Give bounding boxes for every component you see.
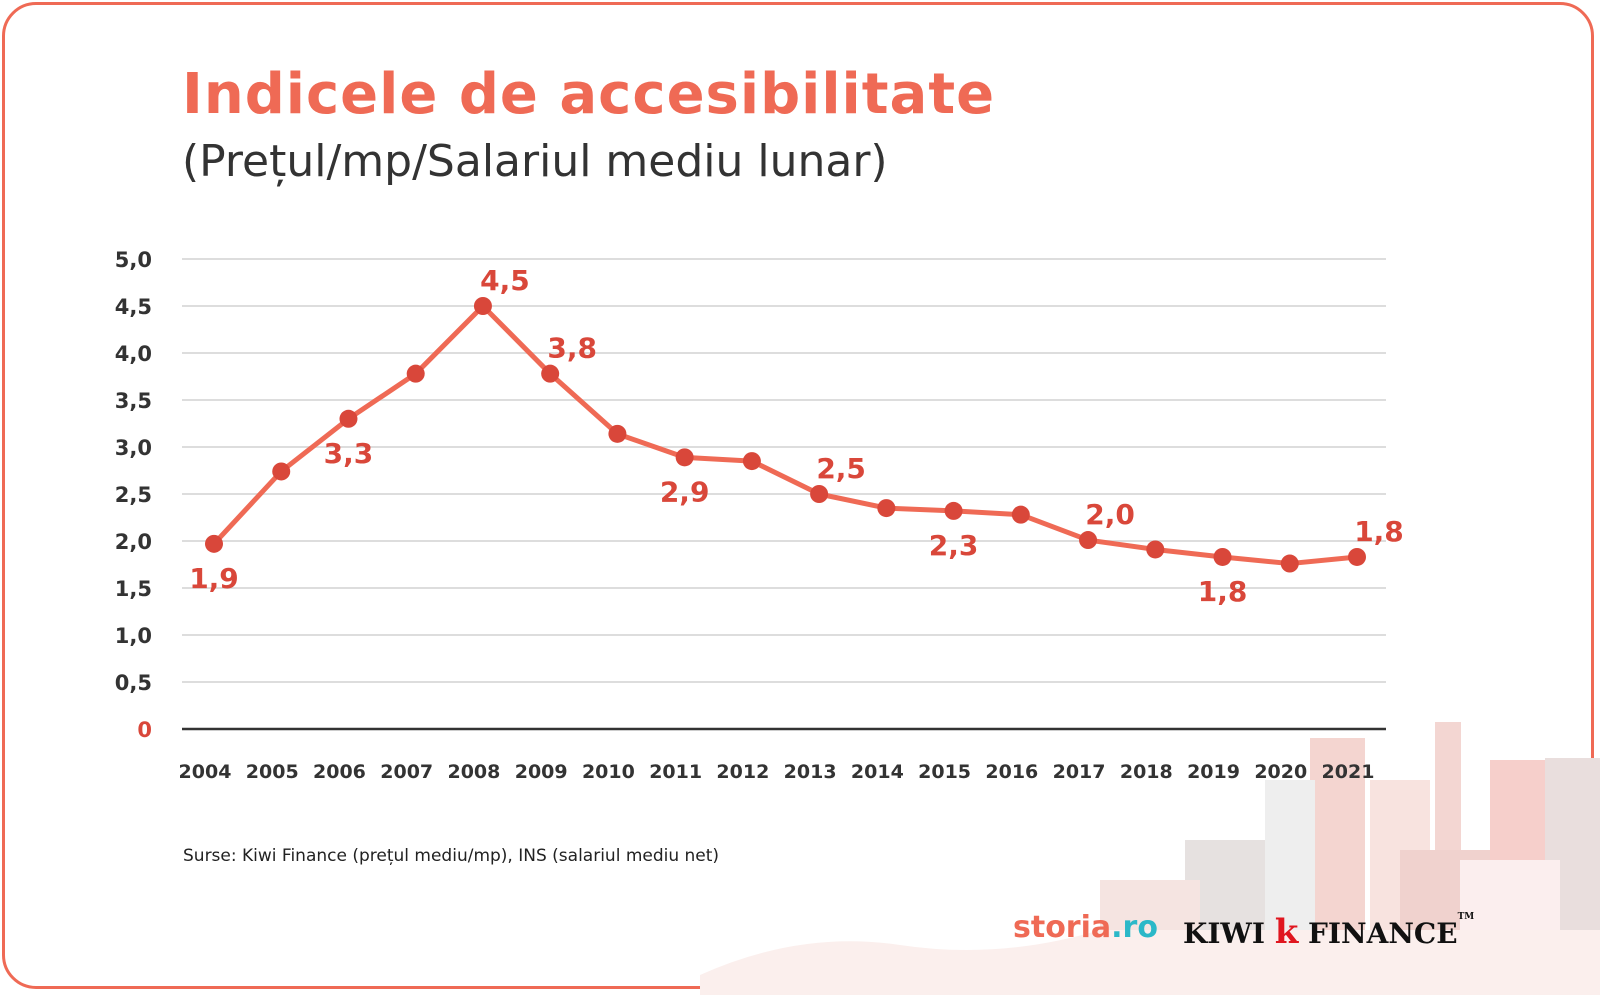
kiwi-finance-logo: KIWI k FINANCETM — [1183, 912, 1475, 952]
data-label: 3,3 — [324, 437, 374, 470]
data-label: 2,3 — [929, 529, 979, 562]
y-tick-label: 1,5 — [115, 577, 152, 601]
data-label: 4,5 — [480, 264, 530, 297]
x-tick-label: 2010 — [582, 761, 635, 783]
x-tick-label: 2006 — [313, 761, 366, 783]
data-point — [272, 462, 291, 481]
y-tick-label: 2,5 — [115, 483, 152, 507]
chart-subtitle: (Prețul/mp/Salariul mediu lunar) — [182, 136, 888, 187]
y-tick-label: 4,5 — [115, 295, 152, 319]
y-tick-label: 4,0 — [115, 342, 152, 366]
y-tick-label: 0 — [137, 718, 152, 742]
data-point — [205, 534, 223, 553]
x-tick-label: 2017 — [1053, 761, 1106, 783]
x-tick-label: 2016 — [985, 761, 1038, 783]
x-tick-label: 2007 — [380, 761, 433, 783]
data-point — [608, 424, 627, 443]
source-note: Surse: Kiwi Finance (prețul mediu/mp), I… — [183, 846, 720, 866]
data-point — [1146, 540, 1165, 559]
data-point — [1280, 554, 1299, 573]
x-tick-label: 2008 — [447, 761, 500, 783]
chart-title: Indicele de accesibilitate — [182, 62, 996, 127]
x-tick-label: 2015 — [918, 761, 971, 783]
data-point — [1348, 547, 1366, 566]
data-point — [1079, 531, 1098, 550]
data-point — [541, 364, 560, 383]
y-tick-label: 0,5 — [115, 671, 152, 695]
x-tick-label: 2009 — [515, 761, 568, 783]
x-tick-label: 2012 — [716, 761, 769, 783]
series-line — [212, 303, 1358, 567]
y-tick-label: 3,0 — [115, 436, 152, 460]
data-point — [877, 499, 896, 518]
y-tick-label: 5,0 — [115, 248, 152, 272]
x-tick-label: 2011 — [649, 761, 702, 783]
city-illustration — [700, 722, 1600, 995]
x-tick-label: 2021 — [1322, 761, 1375, 783]
x-tick-label: 2013 — [784, 761, 837, 783]
data-point — [339, 409, 358, 428]
data-label: 1,9 — [189, 562, 239, 595]
data-point — [675, 448, 694, 467]
x-tick-label: 2014 — [851, 761, 904, 783]
y-tick-label: 2,0 — [115, 530, 152, 554]
x-tick-label: 2005 — [246, 761, 299, 783]
data-label: 2,9 — [660, 475, 710, 508]
data-point — [1011, 505, 1030, 524]
data-point — [406, 364, 425, 383]
storia-logo: storia.ro — [1013, 910, 1158, 945]
data-point — [1213, 547, 1232, 566]
x-tick-label: 2020 — [1254, 761, 1307, 783]
data-point — [944, 501, 963, 520]
data-label: 2,0 — [1085, 498, 1135, 531]
y-tick-label: 3,5 — [115, 389, 152, 413]
data-label: 1,8 — [1354, 515, 1404, 548]
x-tick-label: 2019 — [1187, 761, 1240, 783]
x-tick-label: 2018 — [1120, 761, 1173, 783]
data-label: 2,5 — [816, 452, 866, 485]
data-point — [742, 452, 761, 471]
data-label: 3,8 — [547, 332, 597, 365]
data-point — [810, 485, 829, 503]
data-point — [473, 297, 492, 315]
x-tick-label: 2004 — [179, 761, 232, 783]
y-tick-label: 1,0 — [115, 624, 152, 648]
hill-shape — [700, 930, 1600, 995]
data-label: 1,8 — [1198, 575, 1248, 608]
